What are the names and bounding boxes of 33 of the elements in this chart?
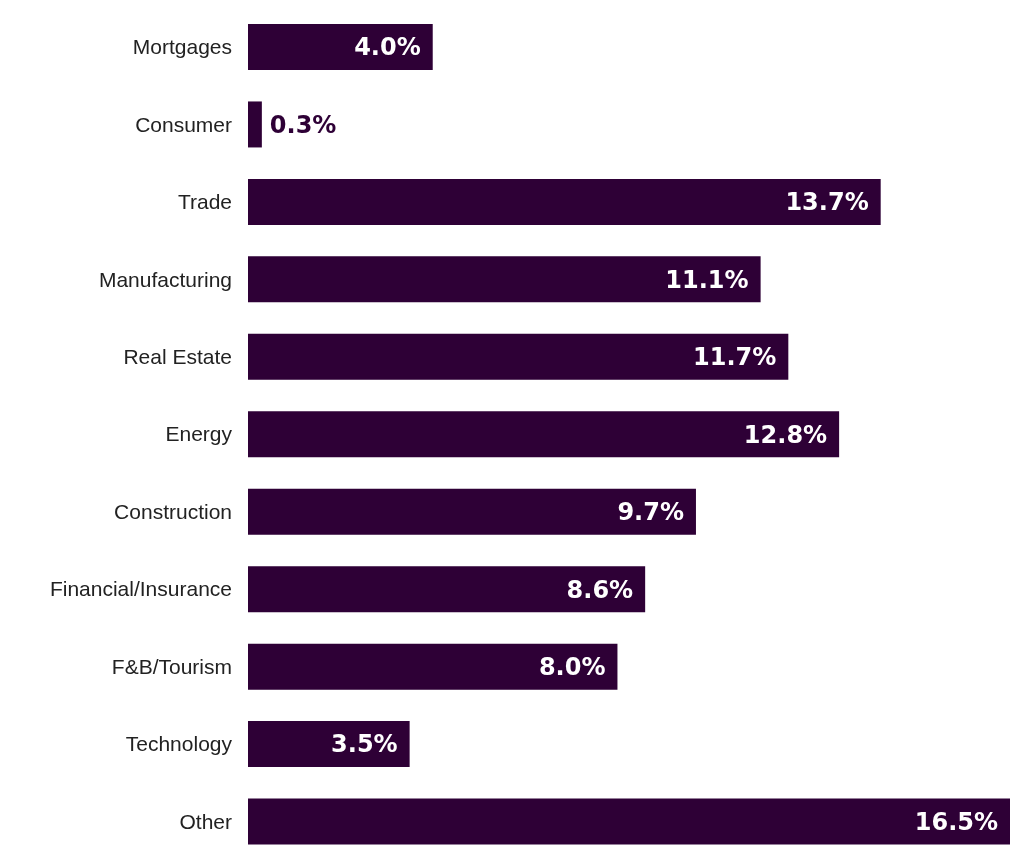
bar [248,488,696,535]
y-tick-label: Consumer [135,112,232,136]
bar [248,101,262,148]
data-label: 0.3% [269,110,337,139]
bar [248,643,618,690]
bar [248,333,789,380]
y-tick-label: Construction [114,499,232,523]
y-tick-label: Energy [165,422,233,446]
bar [248,178,881,225]
data-label: 4.0% [354,33,421,62]
bar [248,411,840,458]
data-label: 11.7% [693,343,777,372]
bar [248,721,410,768]
y-tick-label: Real Estate [123,345,232,368]
y-tick-label: Trade [177,190,232,214]
y-tick-label: Technology [125,732,233,756]
bar [248,256,761,303]
y-tick-label: Other [179,809,232,833]
data-label: 16.5% [914,807,998,836]
data-label: 8.0% [538,653,606,682]
data-label: 9.7% [617,498,684,527]
bar [248,566,646,613]
data-label: 11.1% [665,265,749,294]
bar [248,24,433,70]
bar [248,798,1010,845]
data-label: 3.5% [331,730,398,759]
data-label: 12.8% [743,420,828,449]
y-tick-label: Manufacturing [98,267,232,291]
data-label: 13.7% [785,188,869,217]
y-tick-label: Mortgages [132,35,232,59]
y-tick-label: F&B/Tourism [111,654,232,678]
data-label: 8.6% [566,575,634,604]
y-tick-label: Financial/Insurance [49,577,232,601]
